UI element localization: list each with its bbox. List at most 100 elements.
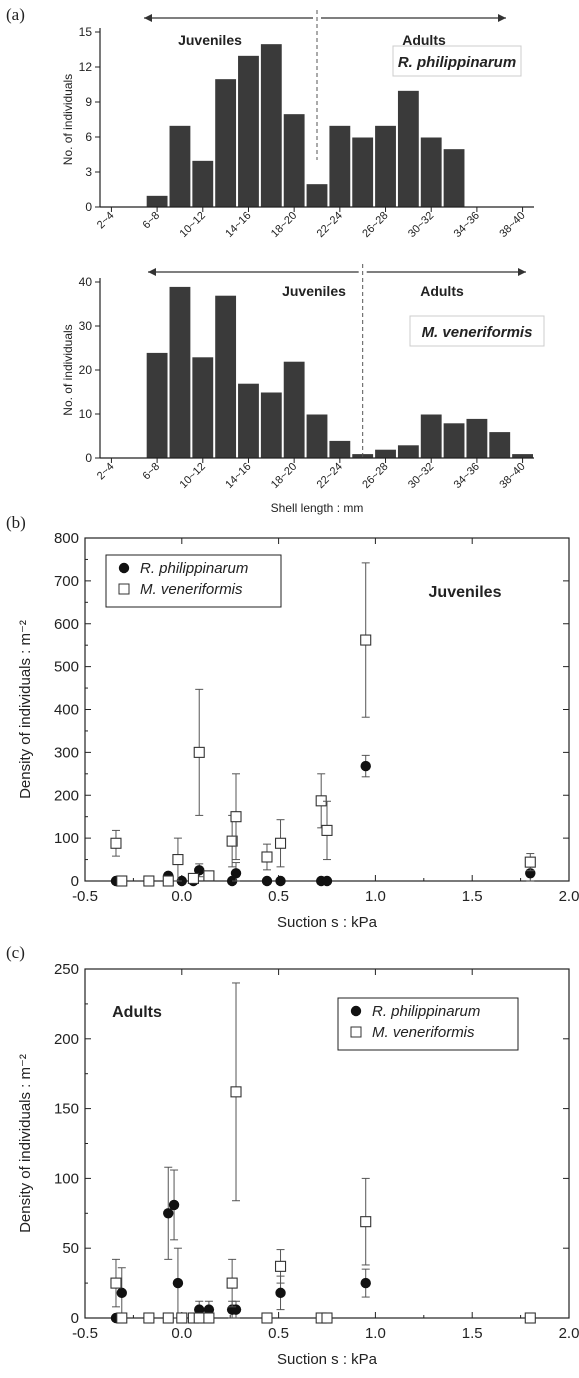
species-label-box xyxy=(409,315,545,347)
point-m-veneriformis xyxy=(261,851,273,863)
point-r-philippinarum xyxy=(172,1277,184,1289)
bar xyxy=(511,453,535,459)
point-r-philippinarum xyxy=(261,875,273,887)
point-m-veneriformis xyxy=(203,870,215,882)
point-r-philippinarum xyxy=(230,868,242,879)
bar xyxy=(374,448,397,459)
point-m-veneriformis xyxy=(524,1312,536,1324)
point-r-philippinarum xyxy=(116,1287,127,1299)
point-r-philippinarum xyxy=(194,1304,205,1315)
point-r-philippinarum xyxy=(321,875,333,887)
x-tick-label: 22~24 xyxy=(315,461,345,491)
bar xyxy=(145,351,169,459)
y-tick-label: 0 xyxy=(85,200,92,214)
y-tick-label: 200 xyxy=(54,1031,79,1048)
arrow-head-left xyxy=(148,268,156,276)
y-axis-label: No. of individuals xyxy=(61,324,75,415)
x-tick-label: -0.5 xyxy=(72,1325,98,1342)
x-tick-label: 14~16 xyxy=(223,461,253,491)
x-tick-label: 38~40 xyxy=(497,210,527,240)
x-tick-label: 2~4 xyxy=(95,461,117,483)
point-m-veneriformis xyxy=(193,1312,205,1324)
point-m-veneriformis xyxy=(321,1312,333,1324)
bar xyxy=(419,413,443,459)
bar xyxy=(214,294,238,459)
y-tick-label: 800 xyxy=(54,530,79,547)
arrow-head-left xyxy=(144,14,152,22)
point-m-veneriformis xyxy=(193,746,205,758)
adults-label: Adults xyxy=(420,283,464,299)
juveniles-label: Juveniles xyxy=(178,32,242,48)
x-tick-label: 10~12 xyxy=(178,210,208,240)
y-tick-label: 12 xyxy=(79,60,93,74)
x-tick-label: 34~36 xyxy=(452,461,482,491)
bar xyxy=(328,439,352,459)
point-m-veneriformis xyxy=(203,1312,215,1324)
point-m-veneriformis xyxy=(110,1277,122,1289)
y-tick-label: 50 xyxy=(62,1240,79,1257)
y-tick-label: 0 xyxy=(85,451,92,465)
scatter-juveniles: -0.5 0.0 0.5 1.0 1.5 2.0 0 100 200 300 400 500 600 70… xyxy=(17,530,579,931)
point-m-veneriformis xyxy=(143,875,155,887)
species-label: R. philippinarum xyxy=(398,54,516,71)
y-tick-label: 200 xyxy=(54,787,79,804)
x-tick-label: 0.0 xyxy=(171,1325,192,1342)
panel-label-b: (b) xyxy=(6,513,26,532)
x-tick-label: 34~36 xyxy=(452,210,482,240)
bar xyxy=(237,382,260,459)
point-r-philippinarum xyxy=(360,1277,371,1289)
bar xyxy=(237,54,260,208)
point-m-veneriformis xyxy=(360,634,372,646)
bar xyxy=(214,78,238,208)
bar xyxy=(168,285,192,459)
legend-marker-m-veneriformis xyxy=(350,1026,362,1038)
point-m-veneriformis xyxy=(261,1312,273,1324)
y-axis-label: No. of individuals xyxy=(61,74,75,165)
bar xyxy=(282,113,306,208)
point-m-veneriformis xyxy=(230,811,242,823)
point-m-veneriformis xyxy=(116,875,128,887)
bar xyxy=(442,422,466,459)
point-r-philippinarum xyxy=(275,1287,286,1299)
bar xyxy=(396,444,420,459)
bar xyxy=(259,391,283,459)
x-tick-label: 1.0 xyxy=(365,1325,386,1342)
point-m-veneriformis xyxy=(226,835,238,847)
legend-box xyxy=(337,997,519,1051)
legend-label: R. philippinarum xyxy=(372,1003,480,1020)
panel-label-c: (c) xyxy=(6,943,25,962)
point-m-veneriformis xyxy=(274,837,287,849)
y-axis-label: Density of individuals : m⁻² xyxy=(17,1054,34,1233)
x-axis-label: Suction s : kPa xyxy=(277,914,378,931)
histogram-m-veneriformis: 0 10 20 30 40 2~4 6~8 10~12 14~16 18~20 22~24 26~28… xyxy=(61,264,545,515)
x-tick-label: 26~28 xyxy=(360,210,390,240)
y-tick-label: 3 xyxy=(85,165,92,179)
arrow-head-right xyxy=(518,268,526,276)
legend-label: M. veneriformis xyxy=(140,581,243,598)
point-r-philippinarum xyxy=(203,1304,215,1315)
x-tick-label: -0.5 xyxy=(72,888,98,905)
y-tick-label: 40 xyxy=(79,275,93,289)
bar xyxy=(351,136,375,208)
point-m-veneriformis xyxy=(162,875,174,887)
legend-box xyxy=(105,554,282,608)
x-tick-label: 1.5 xyxy=(462,888,483,905)
panel-annotation: Adults xyxy=(112,1004,162,1021)
legend-marker-r-philippinarum xyxy=(350,1005,362,1017)
bar xyxy=(168,124,192,208)
panel-annotation: Juveniles xyxy=(429,584,502,601)
bar xyxy=(465,417,489,459)
x-tick-label: 2.0 xyxy=(559,1325,579,1342)
adults-label: Adults xyxy=(402,32,446,48)
y-tick-label: 30 xyxy=(79,319,93,333)
bar xyxy=(419,136,443,208)
point-m-veneriformis xyxy=(274,1260,287,1272)
y-tick-label: 10 xyxy=(79,407,93,421)
scatter-adults: -0.5 0.0 0.5 1.0 1.5 2.0 0 50 100 150 200 250 Suctio… xyxy=(17,961,579,1368)
panel-label-a: (a) xyxy=(6,5,25,24)
point-m-veneriformis xyxy=(187,872,199,884)
y-tick-label: 300 xyxy=(54,744,79,761)
y-tick-label: 150 xyxy=(54,1101,79,1118)
bar xyxy=(305,183,329,208)
